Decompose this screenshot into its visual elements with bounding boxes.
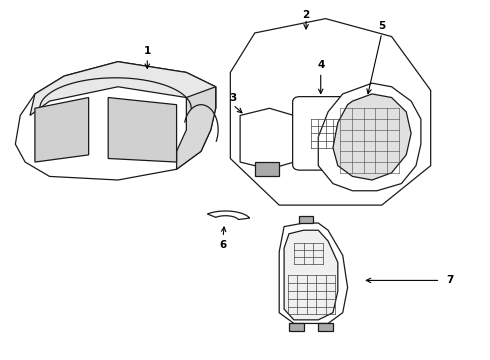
- Text: 5: 5: [378, 21, 386, 31]
- Text: 7: 7: [446, 275, 454, 285]
- Polygon shape: [35, 98, 89, 162]
- FancyBboxPatch shape: [293, 96, 359, 170]
- Polygon shape: [176, 87, 216, 169]
- Polygon shape: [333, 94, 411, 180]
- Polygon shape: [318, 323, 333, 330]
- Polygon shape: [255, 162, 279, 176]
- Polygon shape: [240, 108, 294, 169]
- Polygon shape: [284, 230, 338, 320]
- Polygon shape: [207, 211, 249, 220]
- Polygon shape: [294, 116, 309, 169]
- Text: 3: 3: [229, 93, 236, 103]
- Polygon shape: [15, 62, 216, 180]
- Polygon shape: [30, 62, 216, 116]
- Polygon shape: [318, 83, 421, 191]
- Polygon shape: [289, 323, 304, 330]
- Text: 4: 4: [317, 60, 324, 70]
- Polygon shape: [279, 223, 347, 323]
- Polygon shape: [299, 216, 314, 223]
- Text: 2: 2: [302, 10, 310, 20]
- Text: 1: 1: [144, 46, 151, 56]
- Polygon shape: [108, 98, 176, 162]
- Text: 6: 6: [220, 239, 227, 249]
